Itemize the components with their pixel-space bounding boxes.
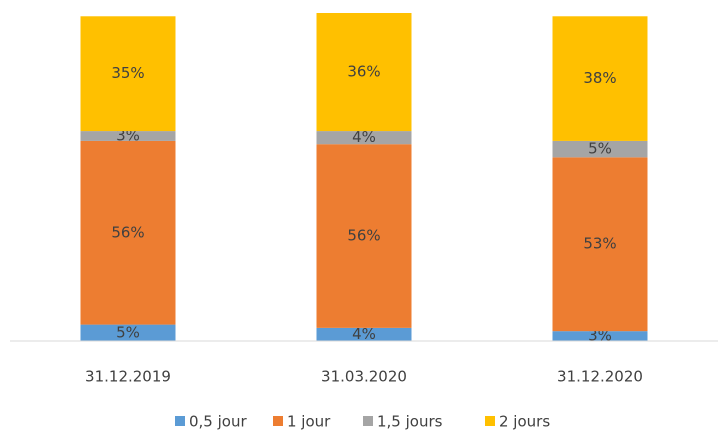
legend-label: 1,5 jours	[377, 413, 443, 430]
data-label: 38%	[583, 69, 616, 87]
bar-segment	[552, 16, 648, 141]
bar-segment	[316, 144, 412, 328]
data-label: 56%	[111, 223, 144, 241]
bar-segment	[80, 131, 176, 141]
bar-segment	[552, 157, 648, 332]
data-label: 5%	[588, 140, 612, 158]
x-tick-label: 31.12.2020	[557, 368, 643, 386]
legend-swatch	[363, 416, 373, 426]
bar-segment	[552, 331, 648, 341]
legend-swatch	[175, 416, 185, 426]
legend-label: 1 jour	[287, 413, 331, 430]
data-label: 4%	[352, 128, 376, 146]
legend-swatch	[485, 416, 495, 426]
data-label: 36%	[347, 63, 380, 81]
data-label: 5%	[116, 323, 140, 341]
x-tick-label: 31.03.2020	[321, 368, 407, 386]
bar-segment	[552, 140, 648, 158]
legend-swatch	[273, 416, 283, 426]
bar-segment	[80, 140, 176, 325]
x-tick-label: 31.12.2019	[85, 368, 171, 386]
bar-segment	[316, 131, 412, 145]
legend-label: 0,5 jour	[189, 413, 247, 430]
bar-segment	[80, 324, 176, 341]
data-label: 56%	[347, 227, 380, 245]
bar-segment	[316, 13, 412, 132]
data-label: 35%	[111, 64, 144, 82]
bar-segment	[80, 16, 176, 132]
legend-label: 2 jours	[499, 413, 550, 430]
data-label: 4%	[352, 325, 376, 343]
bar-segment	[316, 327, 412, 341]
data-label: 53%	[583, 235, 616, 253]
